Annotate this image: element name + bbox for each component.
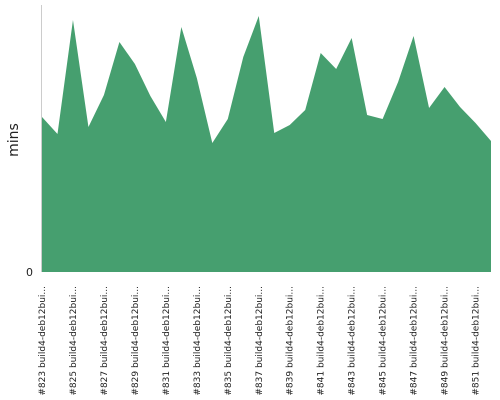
x-tick-label: #841 build4-deb12bui... [317,286,327,396]
x-tick-label: #843 build4-deb12bui... [348,286,358,396]
x-tick-label: #829 build4-deb12bui... [131,286,141,396]
x-tick-label: #827 build4-deb12bui... [100,286,110,396]
area [42,16,491,272]
x-tick-label: #837 build4-deb12bui... [255,286,265,396]
x-tick-label: #823 build4-deb12bui... [38,286,48,396]
x-tick-label: #839 build4-deb12bui... [286,286,296,396]
x-tick-label: #847 build4-deb12bui... [410,286,420,396]
x-tick-label: #825 build4-deb12bui... [69,286,79,396]
y-tick-label: 0 [26,266,33,279]
x-tick-label: #851 build4-deb12bui... [472,286,482,396]
x-tick-label: #835 build4-deb12bui... [224,286,234,396]
y-axis-label: mins [6,123,22,157]
x-tick-label: #849 build4-deb12bui... [441,286,451,396]
x-tick-label: #831 build4-deb12bui... [162,286,172,396]
x-tick-label: #845 build4-deb12bui... [379,286,389,396]
x-tick-label: #833 build4-deb12bui... [193,286,203,396]
